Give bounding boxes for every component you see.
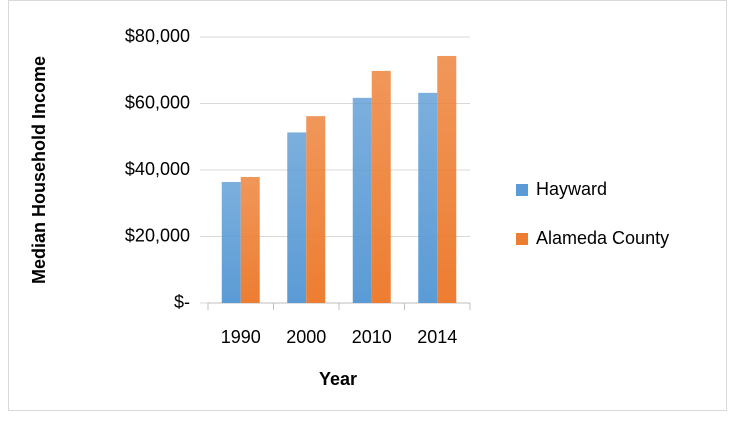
bar xyxy=(352,97,372,303)
bar xyxy=(221,181,241,303)
legend-label: Alameda County xyxy=(536,228,669,248)
y-tick-label: $20,000 xyxy=(125,225,190,245)
y-tick-label: $40,000 xyxy=(125,159,190,179)
bar xyxy=(371,70,391,303)
x-axis-label: Year xyxy=(319,369,357,389)
y-tick-label: $80,000 xyxy=(125,26,190,46)
x-tick-label: 2014 xyxy=(417,327,457,347)
y-tick-label: $- xyxy=(174,292,190,312)
legend-swatch xyxy=(516,233,528,245)
bar xyxy=(437,55,457,303)
y-axis-label: Median Household Income xyxy=(29,56,49,284)
bar xyxy=(306,116,326,303)
y-tick-label: $60,000 xyxy=(125,92,190,112)
x-tick-label: 2000 xyxy=(286,327,326,347)
legend-label: Hayward xyxy=(536,179,607,199)
legend-swatch xyxy=(516,184,528,196)
bar xyxy=(418,92,438,303)
x-tick-label: 2010 xyxy=(352,327,392,347)
x-tick-label: 1990 xyxy=(221,327,261,347)
bar xyxy=(240,176,260,303)
bar xyxy=(287,132,307,303)
chart-border xyxy=(8,0,727,411)
